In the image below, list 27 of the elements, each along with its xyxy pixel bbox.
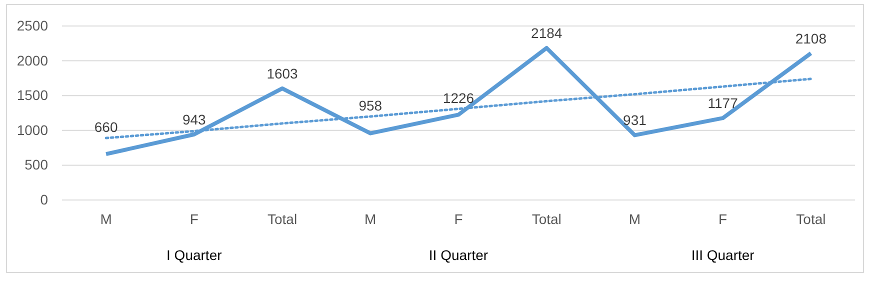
x-tick-label: Total: [532, 210, 562, 227]
data-label: 931: [623, 112, 647, 128]
data-label: 2184: [531, 24, 562, 41]
data-label: 1226: [442, 90, 474, 106]
data-label: 660: [94, 119, 118, 136]
text: III Quarter: [691, 247, 755, 263]
data-label: 958: [358, 97, 382, 114]
x-tick-label: M: [628, 210, 641, 227]
data-label: 2108: [795, 30, 827, 46]
y-tick-label: 1500: [16, 87, 48, 104]
y-tick-label: 2000: [16, 52, 48, 68]
x-tick-label: Total: [267, 210, 298, 227]
data-label: 1177: [708, 95, 738, 112]
y-tick-label: 500: [24, 156, 48, 173]
data-label: 1603: [266, 65, 298, 82]
y-tick-label: 0: [40, 191, 48, 208]
x-tick-label: Total: [796, 210, 826, 227]
x-tick-label: M: [364, 210, 376, 227]
text: II Quarter: [428, 247, 488, 263]
x-tick-label: F: [718, 210, 728, 227]
y-tick-label: 1000: [16, 122, 48, 138]
text: I Quarter: [166, 247, 222, 263]
y-tick-label: 2500: [16, 17, 48, 34]
x-tick-label: F: [454, 210, 463, 227]
x-tick-label: M: [100, 210, 112, 227]
data-label: 943: [182, 111, 206, 128]
x-tick-label: F: [190, 210, 198, 227]
